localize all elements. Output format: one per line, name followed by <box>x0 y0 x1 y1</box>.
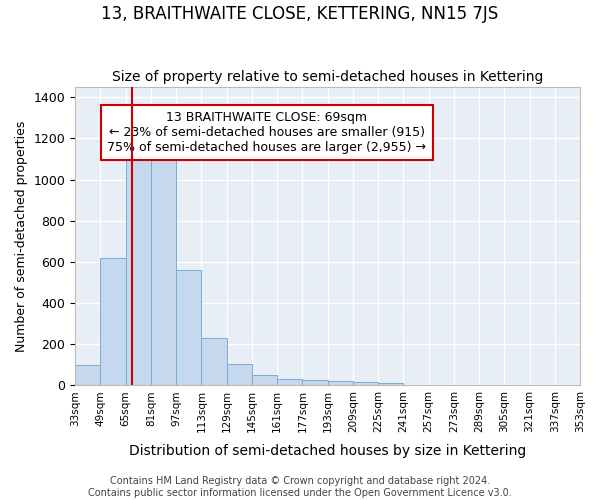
Bar <box>328 382 353 386</box>
Bar <box>176 270 202 386</box>
Title: Size of property relative to semi-detached houses in Kettering: Size of property relative to semi-detach… <box>112 70 543 85</box>
Bar <box>75 365 100 386</box>
Bar <box>378 384 403 386</box>
Bar <box>252 375 277 386</box>
Y-axis label: Number of semi-detached properties: Number of semi-detached properties <box>15 120 28 352</box>
Bar <box>227 364 252 386</box>
Bar <box>151 154 176 386</box>
Bar <box>302 380 328 386</box>
Text: Contains HM Land Registry data © Crown copyright and database right 2024.
Contai: Contains HM Land Registry data © Crown c… <box>88 476 512 498</box>
Bar <box>353 382 378 386</box>
Bar <box>125 153 151 386</box>
Bar <box>277 379 302 386</box>
Bar <box>100 258 125 386</box>
Text: 13, BRAITHWAITE CLOSE, KETTERING, NN15 7JS: 13, BRAITHWAITE CLOSE, KETTERING, NN15 7… <box>101 5 499 23</box>
Text: 13 BRAITHWAITE CLOSE: 69sqm
← 23% of semi-detached houses are smaller (915)
75% : 13 BRAITHWAITE CLOSE: 69sqm ← 23% of sem… <box>107 111 427 154</box>
Bar <box>202 338 227 386</box>
X-axis label: Distribution of semi-detached houses by size in Kettering: Distribution of semi-detached houses by … <box>129 444 526 458</box>
